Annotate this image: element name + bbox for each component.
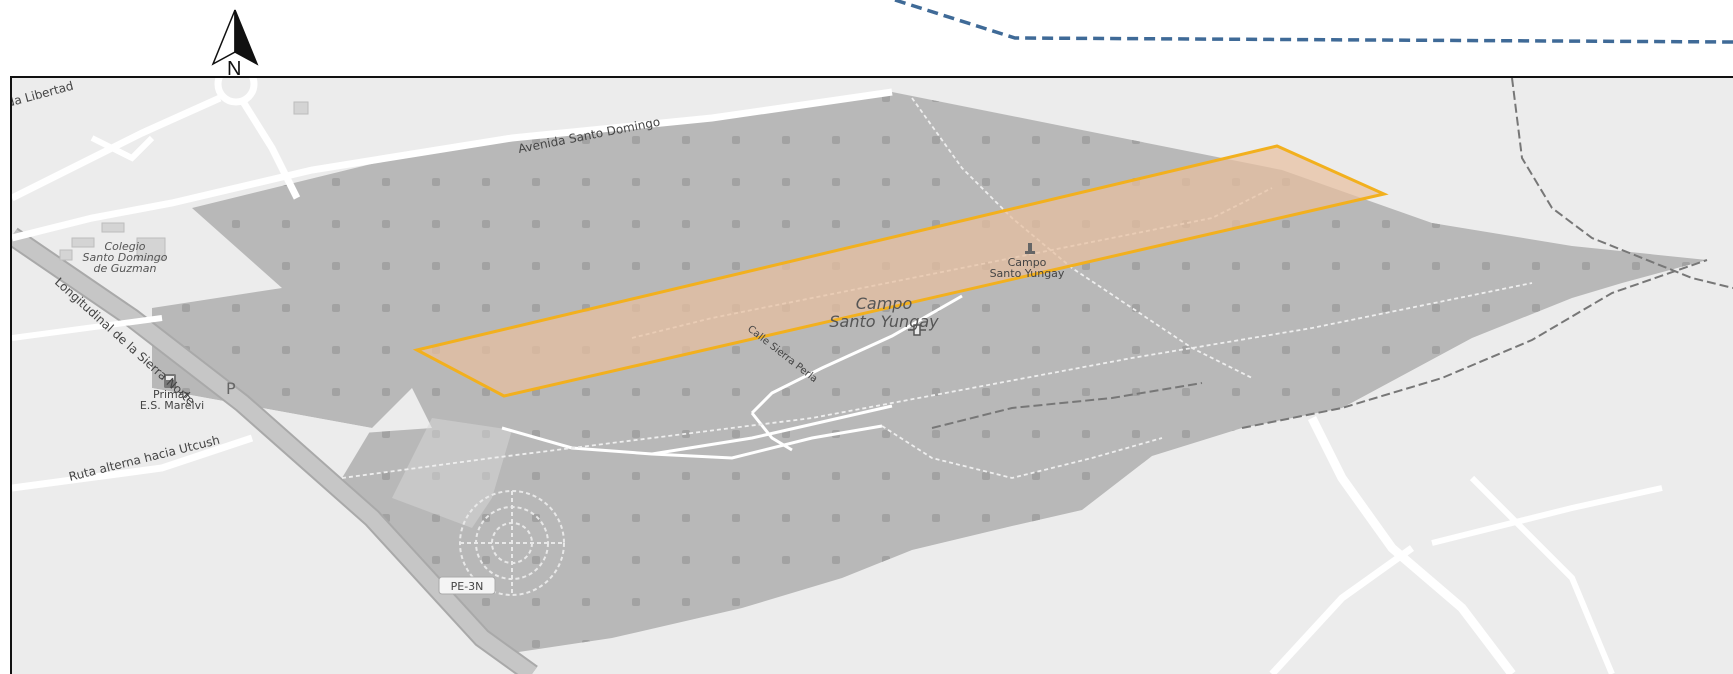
monument-icon (1025, 243, 1035, 254)
map-frame[interactable]: PE-3N da Libertad Avenida Santo Domingo … (10, 76, 1733, 674)
route-shield-label: PE-3N (451, 580, 484, 593)
primax-label-1: Primax (153, 388, 191, 401)
district-boundary-line (894, 0, 1733, 44)
road-network (12, 78, 1733, 674)
colegio-label-2: Santo Domingo (83, 251, 168, 264)
colegio-label-3: de Guzman (94, 262, 157, 275)
buildings (59, 101, 309, 261)
campo-big-label-1: Campo (856, 294, 913, 313)
fuel-station-icon (164, 374, 176, 388)
primax-label-2: E.S. Marelvi (140, 399, 204, 412)
study-zone-highlight[interactable] (412, 144, 1389, 398)
north-arrow-label: N (227, 58, 242, 80)
cross-icon (908, 324, 926, 336)
north-arrow: N (205, 8, 265, 80)
avenida-libertad-label: da Libertad (12, 79, 75, 110)
campo-small-label-1: Campo (1008, 256, 1047, 269)
parking-icon: P (226, 379, 236, 398)
north-arrow-icon (211, 9, 259, 66)
campo-big-label-2: Santo Yungay (829, 312, 939, 331)
cemetery-area (12, 92, 1707, 653)
campo-small-label-2: Santo Yungay (990, 267, 1065, 280)
colegio-label-1: Colegio (104, 240, 145, 253)
route-shield-pe3n: PE-3N (438, 576, 496, 595)
map-canvas[interactable]: PE-3N da Libertad Avenida Santo Domingo … (12, 78, 1733, 674)
